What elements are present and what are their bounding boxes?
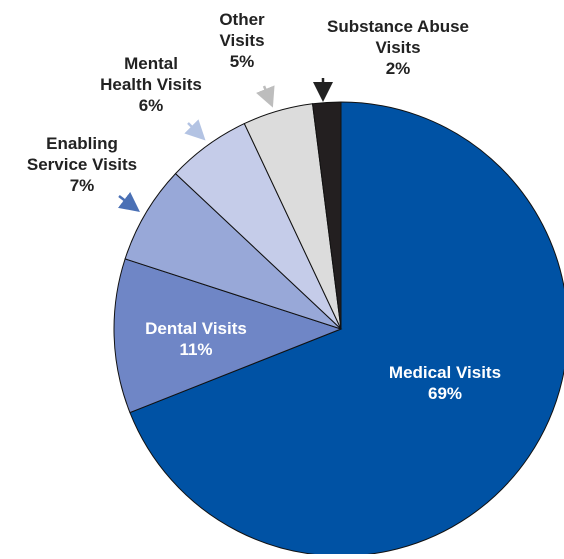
label-line-other-visits-1: Visits — [219, 31, 264, 50]
label-line-dental-visits-1: 11% — [179, 340, 212, 359]
arrow-other — [256, 85, 275, 108]
slice-label-enabling-service-visits: Enabling Service Visits 7% — [27, 134, 137, 195]
label-line-mental-health-visits-0: Mental — [124, 54, 178, 73]
slice-label-mental-health-visits: Mental Health Visits 6% — [100, 54, 202, 115]
pie-slice-medical-visits — [129, 101, 564, 557]
arrow-enabling — [118, 191, 140, 213]
slice-label-other-visits: Other Visits 5% — [219, 10, 265, 71]
slice-label-substance-abuse-visits: Substance Abuse Visits 2% — [327, 17, 469, 78]
label-line-other-visits-2: 5% — [230, 52, 255, 71]
label-line-mental-health-visits-2: 6% — [139, 96, 164, 115]
label-line-mental-health-visits-1: Health Visits — [100, 75, 202, 94]
label-line-medical-visits-1: 69% — [428, 384, 462, 403]
label-line-substance-abuse-visits-2: 2% — [386, 59, 411, 78]
leader-arrows — [118, 78, 333, 213]
label-line-enabling-service-visits-1: Service Visits — [27, 155, 137, 174]
slice-label-dental-visits: Dental Visits 11% — [145, 319, 247, 359]
slice-label-medical-visits: Medical Visits 69% — [389, 363, 501, 403]
label-line-enabling-service-visits-0: Enabling — [46, 134, 118, 153]
label-line-enabling-service-visits-2: 7% — [70, 176, 95, 195]
label-line-dental-visits-0: Dental Visits — [145, 319, 247, 338]
label-line-substance-abuse-visits-1: Visits — [375, 38, 420, 57]
pie-slice-dental-visits — [113, 258, 343, 414]
pie-slice-substance-abuse-visits — [311, 101, 342, 330]
label-line-substance-abuse-visits-0: Substance Abuse — [327, 17, 469, 36]
label-line-other-visits-0: Other — [219, 10, 265, 29]
label-line-medical-visits-0: Medical Visits — [389, 363, 501, 382]
arrow-mental-health — [184, 119, 206, 141]
